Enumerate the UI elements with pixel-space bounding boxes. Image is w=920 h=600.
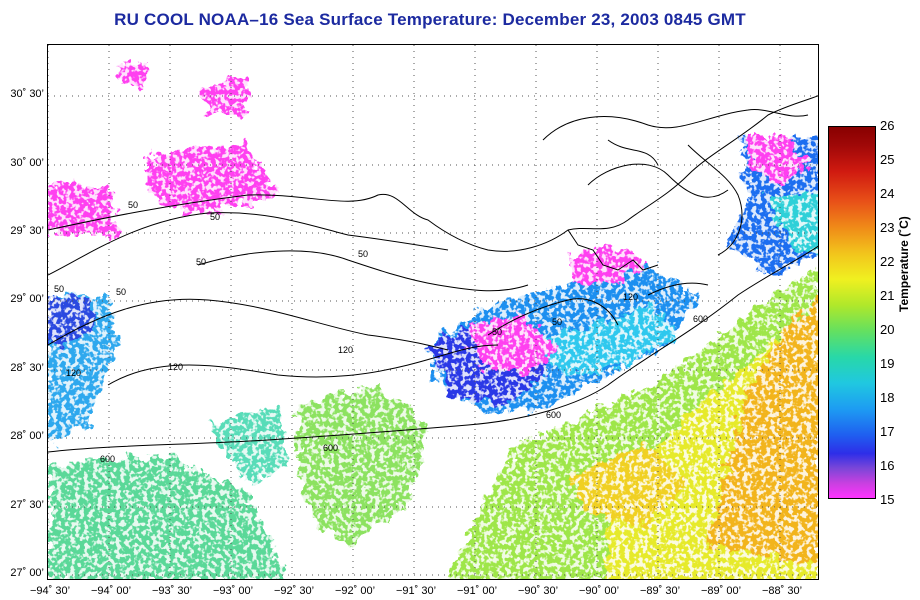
sst-map: 50 50 50 50 50 50 50 50 120 120 120 120 … bbox=[47, 44, 819, 580]
lat-label: 28˚ 30’ bbox=[10, 362, 44, 374]
lon-label: −94˚ 00’ bbox=[91, 585, 132, 597]
lon-label: −92˚ 30’ bbox=[274, 585, 315, 597]
lat-label: 29˚ 00’ bbox=[10, 293, 44, 305]
contour-label-600: 600 bbox=[323, 443, 338, 453]
colorbar-tick: 22 bbox=[880, 254, 895, 269]
temperature-colorbar bbox=[828, 126, 876, 499]
contour-label-50: 50 bbox=[552, 317, 562, 327]
colorbar-tick: 21 bbox=[880, 288, 895, 303]
lon-label: −89˚ 00’ bbox=[701, 585, 742, 597]
contour-label-50: 50 bbox=[210, 212, 220, 222]
contour-label-50: 50 bbox=[358, 249, 368, 259]
contour-label-600: 600 bbox=[100, 454, 115, 464]
contour-label-50: 50 bbox=[116, 287, 126, 297]
contour-label-120: 120 bbox=[168, 362, 183, 372]
contour-label-120: 120 bbox=[66, 368, 81, 378]
colorbar-tick: 19 bbox=[880, 356, 895, 371]
contour-label-600: 600 bbox=[693, 314, 708, 324]
colorbar-tick: 26 bbox=[880, 118, 895, 133]
lon-label: −92˚ 00’ bbox=[335, 585, 376, 597]
colorbar-tick: 24 bbox=[880, 186, 895, 201]
lat-label: 29˚ 30’ bbox=[10, 225, 44, 237]
contour-label-50: 50 bbox=[128, 200, 138, 210]
map-title: RU COOL NOAA–16 Sea Surface Temperature:… bbox=[114, 10, 746, 29]
lon-label: −90˚ 30’ bbox=[518, 585, 559, 597]
contour-label-600: 600 bbox=[546, 410, 561, 420]
contour-label-50: 50 bbox=[492, 327, 502, 337]
contour-label-120: 120 bbox=[338, 345, 353, 355]
colorbar-tick: 25 bbox=[880, 152, 895, 167]
colorbar-tick: 15 bbox=[880, 492, 895, 507]
colorbar-label: Temperature (˚C) bbox=[897, 216, 911, 312]
colorbar-tick: 18 bbox=[880, 390, 895, 405]
lon-label: −91˚ 30’ bbox=[396, 585, 437, 597]
lat-label: 28˚ 00’ bbox=[10, 430, 44, 442]
lon-label: −93˚ 00’ bbox=[213, 585, 254, 597]
contour-label-120: 120 bbox=[623, 292, 638, 302]
colorbar-tick: 17 bbox=[880, 424, 895, 439]
lon-label: −88˚ 30’ bbox=[762, 585, 803, 597]
coastline bbox=[48, 95, 818, 271]
contour-label-50: 50 bbox=[196, 257, 206, 267]
contour-label-50: 50 bbox=[54, 284, 64, 294]
lat-label: 30˚ 30’ bbox=[10, 88, 44, 100]
lat-label: 27˚ 30’ bbox=[10, 499, 44, 511]
lat-label: 30˚ 00’ bbox=[10, 157, 44, 169]
colorbar-tick: 20 bbox=[880, 322, 895, 337]
colorbar-tick: 16 bbox=[880, 458, 895, 473]
lon-label: −90˚ 00’ bbox=[579, 585, 620, 597]
lat-label: 27˚ 00’ bbox=[10, 567, 44, 579]
colorbar-tick: 23 bbox=[880, 220, 895, 235]
lon-label: −93˚ 30’ bbox=[152, 585, 193, 597]
sst-map-canvas: 50 50 50 50 50 50 50 50 120 120 120 120 … bbox=[48, 45, 818, 579]
lon-label: −94˚ 30’ bbox=[30, 585, 71, 597]
lon-label: −89˚ 30’ bbox=[640, 585, 681, 597]
bathymetry-contours bbox=[48, 212, 818, 453]
lon-label: −91˚ 00’ bbox=[457, 585, 498, 597]
